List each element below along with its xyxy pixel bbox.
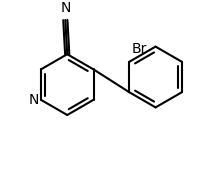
Text: N: N bbox=[60, 1, 71, 15]
Text: N: N bbox=[29, 93, 39, 107]
Text: Br: Br bbox=[131, 42, 147, 56]
